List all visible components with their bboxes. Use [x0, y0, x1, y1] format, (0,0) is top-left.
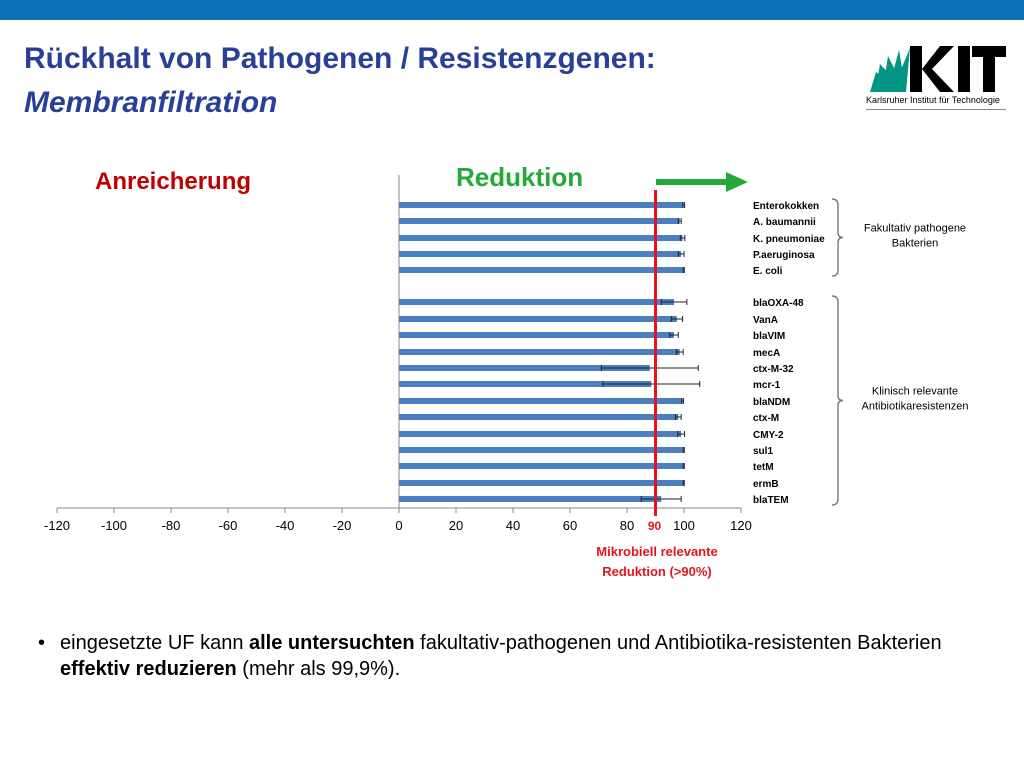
bar: [399, 316, 677, 322]
group-label: Fakultativ pathogene: [864, 223, 966, 235]
category-label: tetM: [753, 462, 774, 473]
x-tick-label: -100: [101, 518, 127, 533]
bullet-text: eingesetzte UF kann alle untersuchten fa…: [60, 630, 980, 682]
category-label: blaTEM: [753, 495, 789, 506]
logo-divider: [866, 109, 1006, 110]
reduction-label: Reduktion: [456, 162, 584, 192]
bar: [399, 480, 684, 486]
slide-title: Rückhalt von Pathogenen / Resistenzgenen…: [24, 42, 656, 75]
category-label: P.aeruginosa: [753, 250, 815, 261]
bar: [399, 381, 652, 387]
bar: [399, 251, 682, 257]
bar: [399, 447, 684, 453]
x-tick-label: -20: [333, 518, 352, 533]
category-label: blaOXA-48: [753, 298, 804, 309]
kit-logo-letters-icon: [910, 46, 1006, 92]
bullet-text-part2: fakultativ-pathogenen und Antibiotika-re…: [414, 632, 942, 654]
bullet-text-bold2: effektiv reduzieren: [60, 658, 237, 680]
reduction-bar-chart: -120 -100 -80 -60 -40 -20 0 20 40 60 80 100 120 Enter…: [44, 172, 969, 579]
x-tick-label: 120: [730, 518, 752, 533]
category-label: ctx-M: [753, 413, 779, 424]
threshold-caption: Reduktion (>90%): [602, 564, 711, 579]
bar: [399, 235, 683, 241]
bar: [399, 299, 675, 305]
category-label: mcr-1: [753, 380, 781, 391]
group-brace: [831, 295, 844, 506]
bar: [399, 398, 683, 404]
group-brace: [831, 198, 844, 277]
slide-subtitle: Membranfiltration: [24, 86, 278, 119]
kit-logo-fan-icon: [870, 48, 910, 92]
enrichment-label: Anreicherung: [95, 168, 252, 195]
threshold-label: 90: [648, 519, 662, 533]
kit-logo: [870, 46, 1006, 92]
bar: [399, 349, 680, 355]
bullet-text-bold1: alle untersuchten: [249, 632, 415, 654]
x-tick-label: -40: [276, 518, 295, 533]
category-label: E. coli: [753, 266, 783, 277]
category-label: ctx-M-32: [753, 364, 794, 375]
x-tick-label: -60: [219, 518, 238, 533]
bullet-dot: •: [38, 632, 46, 654]
group-label: Antibiotikaresistenzen: [861, 401, 968, 413]
category-label: VanA: [753, 315, 778, 326]
reduction-arrow-head-icon: [726, 172, 748, 192]
category-label: Enterokokken: [753, 201, 819, 212]
x-tick-label: 40: [506, 518, 520, 533]
x-tick-label: -120: [44, 518, 70, 533]
x-tick-label: 60: [563, 518, 577, 533]
category-label: A. baumannii: [753, 217, 816, 228]
x-tick-label: 0: [395, 518, 402, 533]
bar: [399, 414, 679, 420]
threshold-caption: Mikrobiell relevante: [596, 544, 717, 559]
bullet-text-part1: eingesetzte UF kann: [60, 632, 249, 654]
threshold-label-bg: [642, 516, 669, 534]
bar: [399, 496, 662, 502]
category-label: blaNDM: [753, 397, 790, 408]
category-label: K. pneumoniae: [753, 234, 825, 245]
x-tick-label: 20: [449, 518, 463, 533]
group-label: Klinisch relevante: [872, 386, 958, 398]
category-label: blaVIM: [753, 331, 785, 342]
bar: [399, 463, 684, 469]
bar: [399, 365, 650, 371]
bar: [399, 332, 675, 338]
category-label: CMY-2: [753, 430, 784, 441]
top-bar: [0, 0, 1024, 20]
bar: [399, 431, 682, 437]
group-label: Bakterien: [892, 238, 938, 250]
bar: [399, 218, 680, 224]
bar: [399, 267, 684, 273]
category-label: ermB: [753, 479, 779, 490]
category-label: mecA: [753, 348, 780, 359]
bullet-text-part3: (mehr als 99,9%).: [236, 658, 401, 680]
kit-logo-tagline: Karlsruher Institut für Technologie: [866, 95, 1000, 105]
x-tick-label: -80: [162, 518, 181, 533]
bar: [399, 202, 684, 208]
category-label: sul1: [753, 446, 773, 457]
x-tick-label: 80: [620, 518, 634, 533]
x-tick-label: 100: [673, 518, 695, 533]
